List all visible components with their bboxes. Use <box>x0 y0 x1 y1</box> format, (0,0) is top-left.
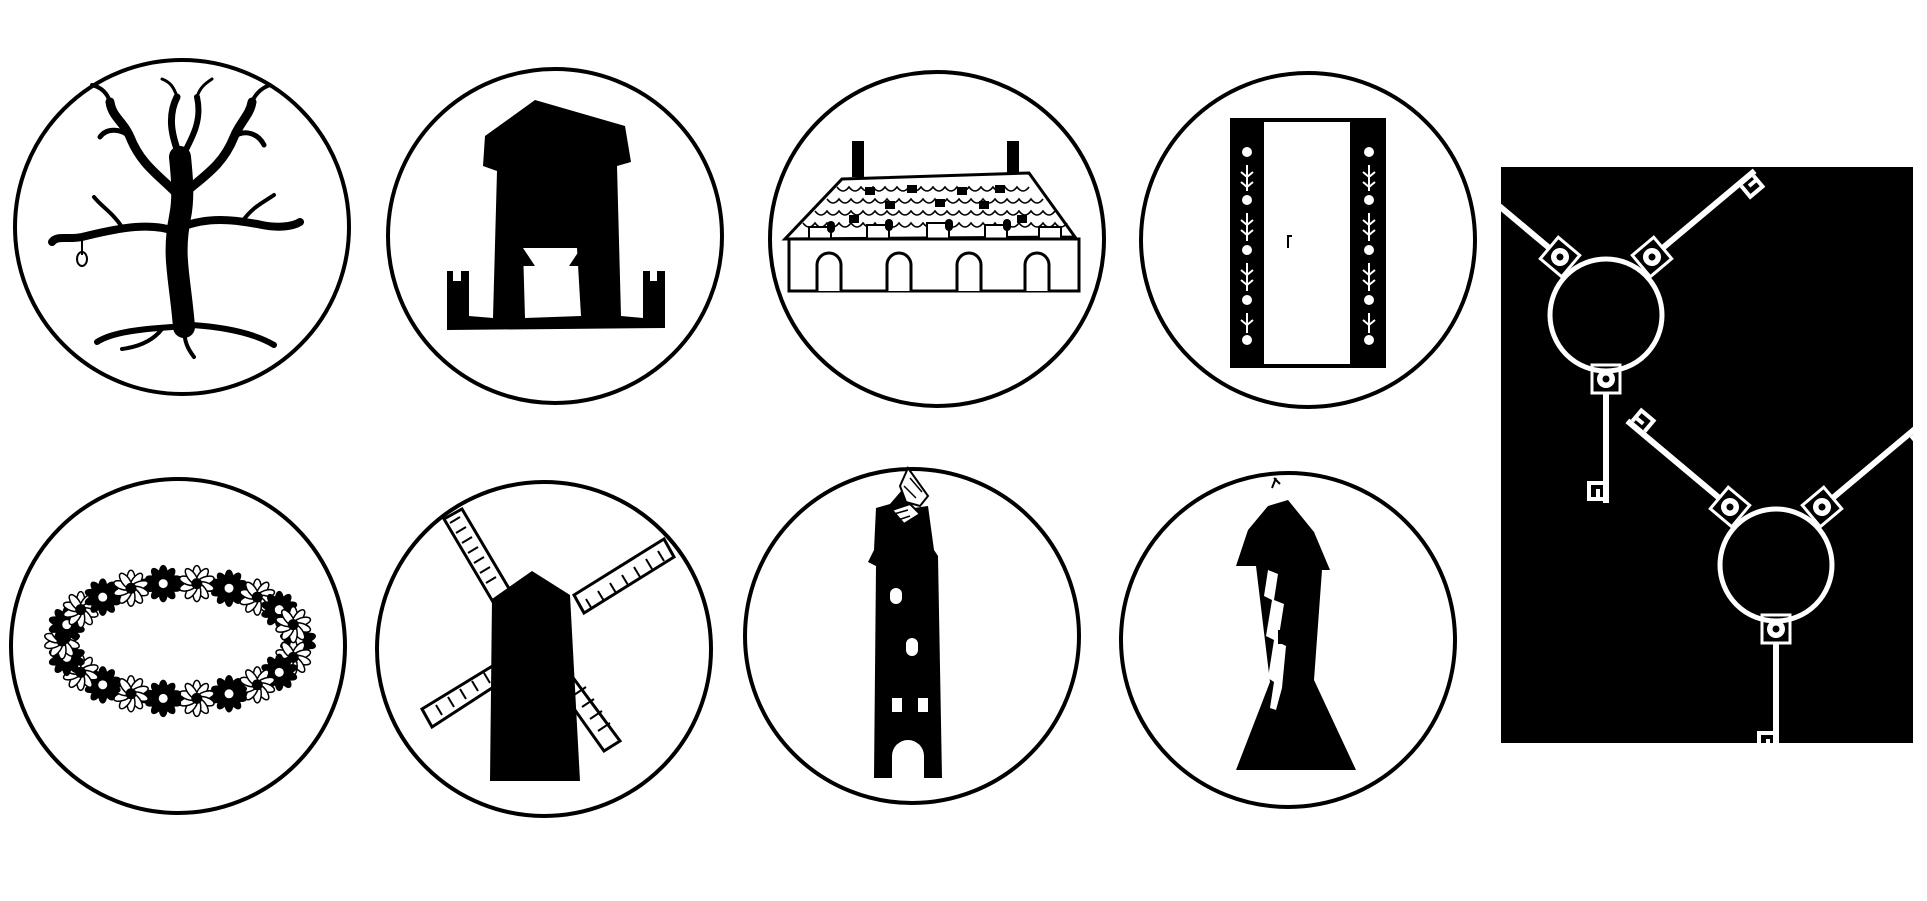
daisy-flower <box>261 653 298 692</box>
ruined-tower-icon <box>743 465 1081 805</box>
key <box>1625 407 1752 529</box>
gallows-tree-icon <box>13 58 351 396</box>
daisy-flower <box>275 605 312 644</box>
ornate-door-icon <box>1139 71 1477 409</box>
daisy-flower <box>211 569 247 607</box>
gatehouse-tower-icon <box>386 67 724 405</box>
daisy-flower <box>84 578 121 616</box>
medallion-ornate-door <box>1138 70 1478 410</box>
daisy-flower <box>178 564 215 603</box>
medallion-ruined-tower <box>742 465 1082 806</box>
key <box>1800 418 1913 529</box>
medallion-tiled-roof-hall <box>767 69 1107 409</box>
daisy-flower <box>145 679 182 718</box>
daisy-flower <box>145 564 182 603</box>
leaning-tower-icon <box>1119 471 1457 809</box>
daisy-flower <box>178 679 215 718</box>
key <box>1630 168 1766 279</box>
key <box>1757 613 1792 743</box>
daisy-flower <box>211 675 247 713</box>
flower-wreath-icon <box>9 477 347 815</box>
medallion-gatehouse-tower <box>385 66 725 406</box>
medallion-windmill <box>374 479 714 819</box>
tiled-roof-hall-icon <box>768 70 1106 408</box>
key <box>1501 168 1582 279</box>
medallion-gallows-tree <box>12 57 352 397</box>
medallion-leaning-tower <box>1118 470 1458 810</box>
daisy-flower <box>113 675 149 713</box>
crossed-keys-panel <box>1501 167 1913 743</box>
windmill-icon <box>375 480 713 818</box>
daisy-flower <box>84 666 121 704</box>
crossed-keys-on-rings-icon <box>1501 167 1913 743</box>
medallion-flower-wreath <box>8 476 348 816</box>
key <box>1587 363 1622 503</box>
